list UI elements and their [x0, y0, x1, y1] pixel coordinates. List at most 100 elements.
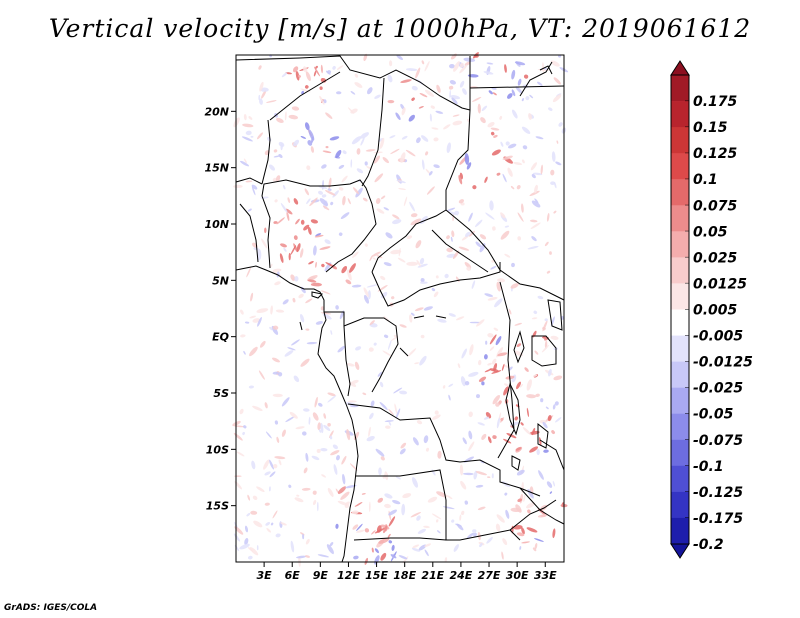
field-speckle — [455, 523, 462, 527]
field-speckle — [290, 274, 296, 281]
lat-tick-label: 10N — [204, 218, 229, 231]
chart-title: Vertical velocity [m/s] at 1000hPa, VT: … — [48, 14, 752, 43]
field-speckle — [475, 484, 484, 488]
field-speckle — [327, 392, 336, 397]
field-speckle — [265, 431, 272, 439]
field-speckle — [480, 117, 486, 124]
field-speckle — [315, 261, 317, 268]
field-speckle — [280, 243, 287, 248]
field-speckle — [446, 235, 450, 240]
field-speckle — [531, 200, 541, 208]
field-speckle — [513, 161, 523, 166]
field-speckle — [305, 328, 310, 331]
field-speckle — [266, 100, 277, 103]
lat-tick-label: 20N — [204, 105, 229, 118]
field-speckle — [421, 159, 425, 170]
field-speckle — [411, 547, 421, 552]
field-speckle — [556, 140, 559, 144]
field-speckle — [354, 361, 360, 370]
field-speckle — [374, 173, 384, 183]
field-speckle — [477, 103, 481, 114]
border-line — [261, 119, 271, 185]
colorbar-label: 0.175 — [693, 94, 738, 110]
border-line — [235, 177, 263, 185]
field-speckle — [483, 71, 494, 75]
border-line — [311, 291, 324, 299]
field-speckle — [427, 496, 438, 503]
field-speckle — [519, 384, 523, 388]
field-speckle — [504, 492, 508, 496]
lat-tick-label: EQ — [212, 331, 229, 344]
field-speckle — [467, 118, 470, 123]
field-speckle — [347, 269, 352, 281]
field-speckle — [370, 400, 375, 407]
field-speckle — [461, 348, 467, 359]
field-speckle — [546, 481, 553, 488]
field-speckle — [435, 275, 439, 279]
field-speckle — [464, 381, 470, 386]
field-speckle — [506, 432, 517, 439]
field-speckle — [490, 127, 500, 131]
field-speckle — [239, 160, 250, 167]
field-speckle — [468, 441, 475, 452]
field-speckle — [468, 371, 479, 377]
field-speckle — [534, 542, 538, 550]
field-speckle — [327, 422, 331, 427]
field-speckle — [320, 290, 331, 295]
field-speckle — [411, 85, 418, 91]
field-speckle — [268, 486, 271, 492]
field-speckle — [489, 346, 495, 351]
field-speckle — [462, 437, 467, 445]
field-speckle — [469, 321, 481, 324]
field-speckle — [330, 201, 334, 206]
field-speckle — [316, 501, 319, 512]
field-speckle — [373, 342, 377, 346]
field-speckle — [390, 554, 397, 559]
field-speckle — [290, 245, 297, 255]
field-speckle — [493, 134, 498, 138]
field-speckle — [291, 339, 300, 346]
field-speckle — [274, 420, 279, 425]
field-speckle — [246, 267, 251, 278]
field-speckle — [387, 74, 393, 83]
field-speckle — [272, 371, 279, 375]
colorbar-swatch — [671, 205, 689, 232]
field-speckle — [317, 422, 322, 431]
field-speckle — [305, 298, 313, 304]
field-speckle — [550, 181, 556, 186]
field-speckle — [395, 112, 401, 120]
field-speckle — [327, 188, 332, 191]
field-speckle — [477, 422, 485, 426]
field-speckle — [311, 455, 320, 461]
field-speckle — [531, 174, 536, 179]
field-speckle — [345, 279, 352, 285]
field-speckle — [424, 543, 432, 547]
field-speckle — [239, 543, 250, 550]
field-speckle — [391, 296, 395, 300]
field-speckle — [527, 509, 531, 514]
field-speckle — [461, 510, 465, 516]
field-speckle — [503, 386, 509, 396]
field-speckle — [398, 188, 406, 190]
field-speckle — [421, 60, 425, 65]
lon-tick-label: 33E — [534, 569, 557, 582]
field-speckle — [335, 523, 339, 529]
field-speckle — [468, 430, 473, 440]
colorbar-swatch — [671, 465, 689, 493]
field-speckle — [363, 53, 368, 62]
field-speckle — [490, 131, 495, 136]
border-line — [497, 281, 515, 459]
field-speckle — [425, 168, 431, 175]
field-speckle — [356, 523, 363, 532]
field-speckle — [543, 449, 549, 453]
field-speckle — [521, 541, 530, 544]
field-speckle — [266, 527, 272, 533]
field-speckle — [463, 456, 475, 463]
field-speckle — [491, 149, 501, 156]
field-speckle — [492, 435, 497, 440]
field-speckle — [317, 554, 330, 558]
field-speckle — [342, 195, 346, 206]
colorbar-swatch — [671, 75, 689, 102]
field-speckle — [375, 198, 381, 204]
field-speckle — [264, 227, 267, 234]
